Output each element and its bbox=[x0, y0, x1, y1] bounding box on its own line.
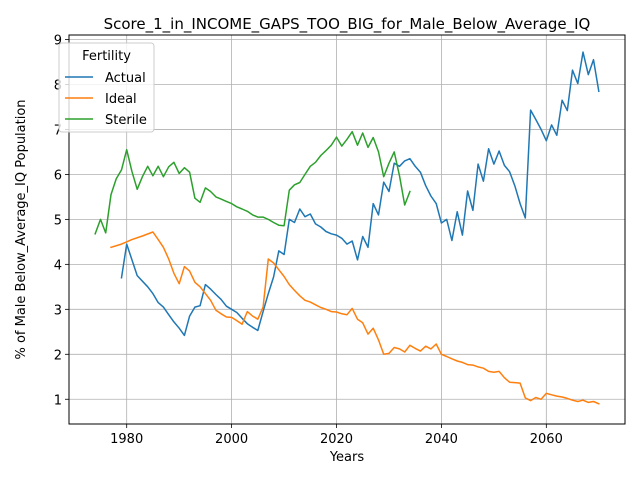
y-tick-label: 6 bbox=[54, 168, 62, 183]
legend-label-ideal: Ideal bbox=[105, 92, 137, 107]
legend-title: Fertility bbox=[82, 49, 131, 64]
y-tick-label: 8 bbox=[54, 78, 62, 93]
x-tick-label: 2020 bbox=[320, 432, 353, 447]
legend: Fertility Actual Ideal Sterile bbox=[58, 42, 155, 133]
x-axis-title: Years bbox=[329, 450, 365, 465]
y-axis-ticks: 1 2 3 4 5 6 7 8 9 bbox=[54, 33, 69, 408]
y-axis-title: % of Male Below_Average_IQ Population bbox=[14, 99, 29, 359]
y-tick-label: 4 bbox=[54, 258, 62, 273]
x-tick-label: 2000 bbox=[215, 432, 248, 447]
y-tick-label: 2 bbox=[54, 348, 62, 363]
legend-items: Actual Ideal Sterile bbox=[65, 71, 147, 128]
x-axis-ticks: 1980 2000 2020 2040 2060 bbox=[110, 424, 563, 447]
series-line-actual bbox=[120, 51, 600, 337]
x-tick-label: 1980 bbox=[110, 432, 143, 447]
chart-title: Score_1_in_INCOME_GAPS_TOO_BIG_for_Male_… bbox=[104, 15, 591, 34]
legend-label-sterile: Sterile bbox=[105, 113, 147, 128]
y-tick-label: 1 bbox=[54, 393, 62, 408]
series-line-ideal bbox=[110, 231, 600, 405]
legend-label-actual: Actual bbox=[105, 71, 146, 86]
grid-lines bbox=[69, 35, 625, 424]
series-lines bbox=[94, 51, 600, 405]
x-tick-label: 2040 bbox=[425, 432, 458, 447]
y-tick-label: 7 bbox=[54, 123, 62, 138]
x-tick-label: 2060 bbox=[530, 432, 563, 447]
series-line-sterile bbox=[94, 130, 411, 235]
plot-frame bbox=[68, 34, 626, 425]
legend-box bbox=[58, 42, 155, 133]
y-tick-label: 5 bbox=[54, 213, 62, 228]
y-tick-label: 3 bbox=[54, 303, 62, 318]
y-tick-label: 9 bbox=[54, 33, 62, 48]
